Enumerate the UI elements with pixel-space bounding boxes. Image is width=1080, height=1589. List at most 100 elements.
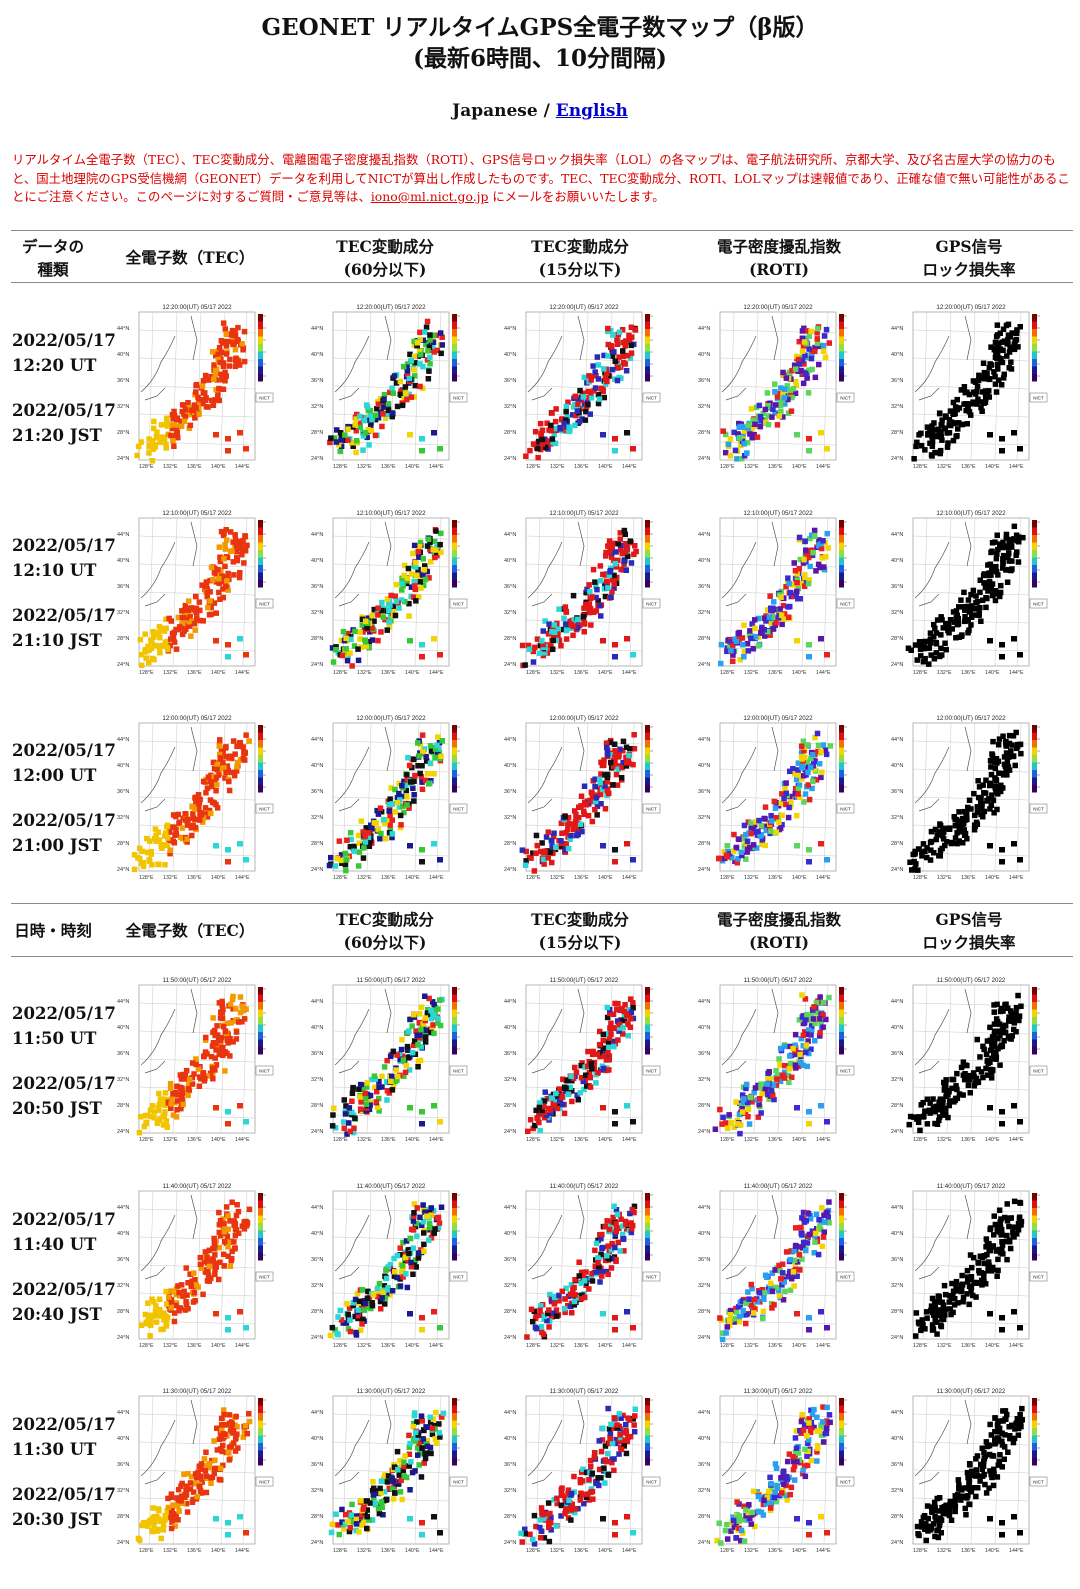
row-ut-date: 2022/05/17 xyxy=(12,1004,116,1023)
lat-label: 24°N xyxy=(891,456,903,462)
page-title-line1: GEONET リアルタイムGPS全電子数マップ（β版） xyxy=(261,14,819,41)
lon-label: 128°E xyxy=(333,464,348,470)
map-dtec60-thumbnail[interactable]: 12:10:00(UT) 05/17 2022 44°N 40°N 36°N 32°N 2… xyxy=(309,506,469,676)
lon-label: 132°E xyxy=(163,875,178,881)
lon-label: 140°E xyxy=(792,464,807,470)
map-lol-thumbnail[interactable]: 12:10:00(UT) 05/17 2022 44°N 40°N 36°N 32°N 2… xyxy=(889,506,1049,676)
lat-label: 40°N xyxy=(504,1436,516,1442)
map-lol-thumbnail[interactable]: 11:50:00(UT) 05/17 2022 44°N 40°N 36°N 32°N 2… xyxy=(889,973,1049,1143)
lon-label: 136°E xyxy=(961,1343,976,1349)
header1-col-dtec60-line2: (60分以下) xyxy=(343,260,427,279)
row-jst-date: 2022/05/17 xyxy=(12,606,116,625)
lat-label: 28°N xyxy=(891,430,903,436)
nict-logo: NICT xyxy=(453,1480,464,1485)
lat-label: 36°N xyxy=(117,584,129,590)
map-tec-thumbnail[interactable]: 12:00:00(UT) 05/17 2022 44°N 40°N 36°N 32°N 2… xyxy=(115,711,275,881)
lat-label: 24°N xyxy=(504,1540,516,1546)
lat-label: 44°N xyxy=(311,999,323,1005)
lat-label: 36°N xyxy=(891,1257,903,1263)
contact-email-link[interactable]: iono@ml.nict.go.jp xyxy=(370,189,489,204)
lon-label: 132°E xyxy=(744,1137,759,1143)
map-roti-thumbnail[interactable]: 11:40:00(UT) 05/17 2022 44°N 40°N 36°N 32°N 2… xyxy=(696,1179,856,1349)
row-ut-time: 12:20 UT xyxy=(12,356,97,375)
lat-label: 36°N xyxy=(117,1257,129,1263)
map-image: 12:00:00(UT) 05/17 2022 44°N 40°N 36°N 32°N 2… xyxy=(698,715,855,881)
header2-col-lol: GPS信号 ロック損失率 xyxy=(889,908,1049,954)
lat-label: 28°N xyxy=(891,1103,903,1109)
map-lol-thumbnail[interactable]: 12:20:00(UT) 05/17 2022 44°N 40°N 36°N 32°N 2… xyxy=(889,300,1049,470)
map-dtec15-thumbnail[interactable]: 12:20:00(UT) 05/17 2022 44°N 40°N 36°N 32°N 2… xyxy=(502,300,662,470)
row-label-3: 2022/05/17 11:50 UT 2022/05/17 20:50 JST xyxy=(12,1001,116,1121)
map-title-text: 11:50:00(UT) 05/17 2022 xyxy=(357,977,426,984)
map-roti-thumbnail[interactable]: 12:00:00(UT) 05/17 2022 44°N 40°N 36°N 32°N 2… xyxy=(696,711,856,881)
map-dtec60-thumbnail[interactable]: 11:30:00(UT) 05/17 2022 44°N 40°N 36°N 32°N 2… xyxy=(309,1384,469,1554)
lat-label: 28°N xyxy=(504,841,516,847)
lon-label: 128°E xyxy=(333,670,348,676)
map-roti-thumbnail[interactable]: 11:30:00(UT) 05/17 2022 44°N 40°N 36°N 32°N 2… xyxy=(696,1384,856,1554)
lon-label: 132°E xyxy=(163,1137,178,1143)
lat-label: 32°N xyxy=(891,610,903,616)
header2-col-dtec15-line1: TEC変動成分 xyxy=(531,910,629,929)
map-image: 12:20:00(UT) 05/17 2022 44°N 40°N 36°N 32°N 2… xyxy=(891,304,1048,470)
lat-label: 32°N xyxy=(891,815,903,821)
map-tec-thumbnail[interactable]: 11:50:00(UT) 05/17 2022 44°N 40°N 36°N 32°N 2… xyxy=(115,973,275,1143)
map-lol-thumbnail[interactable]: 11:30:00(UT) 05/17 2022 44°N 40°N 36°N 32°N 2… xyxy=(889,1384,1049,1554)
map-tec-thumbnail[interactable]: 11:40:00(UT) 05/17 2022 44°N 40°N 36°N 32°N 2… xyxy=(115,1179,275,1349)
row-jst-time: 21:10 JST xyxy=(12,631,102,650)
map-dtec15-thumbnail[interactable]: 11:30:00(UT) 05/17 2022 44°N 40°N 36°N 32°N 2… xyxy=(502,1384,662,1554)
lat-label: 28°N xyxy=(117,636,129,642)
map-image: 12:10:00(UT) 05/17 2022 44°N 40°N 36°N 32°N 2… xyxy=(311,510,468,676)
map-title-text: 12:00:00(UT) 05/17 2022 xyxy=(549,715,619,722)
nict-logo: NICT xyxy=(840,396,851,401)
lat-label: 28°N xyxy=(311,1309,323,1315)
map-dtec60-thumbnail[interactable]: 12:20:00(UT) 05/17 2022 44°N 40°N 36°N 32°N 2… xyxy=(309,300,469,470)
lat-label: 24°N xyxy=(891,1335,903,1341)
lon-label: 136°E xyxy=(574,1137,589,1143)
lon-label: 136°E xyxy=(381,1343,396,1349)
lon-label: 144°E xyxy=(429,1343,444,1349)
lat-label: 32°N xyxy=(891,1283,903,1289)
map-image: 12:20:00(UT) 05/17 2022 44°N 40°N 36°N 32°N 2… xyxy=(504,304,661,470)
map-dtec15-thumbnail[interactable]: 11:40:00(UT) 05/17 2022 44°N 40°N 36°N 32°N 2… xyxy=(502,1179,662,1349)
map-tec-thumbnail[interactable]: 12:20:00(UT) 05/17 2022 44°N 40°N 36°N 32°N 2… xyxy=(115,300,275,470)
map-image: 11:30:00(UT) 05/17 2022 44°N 40°N 36°N 32°N 2… xyxy=(117,1388,274,1554)
map-lol-thumbnail[interactable]: 12:00:00(UT) 05/17 2022 44°N 40°N 36°N 32°N 2… xyxy=(889,711,1049,881)
map-dtec60-thumbnail[interactable]: 11:50:00(UT) 05/17 2022 44°N 40°N 36°N 32°N 2… xyxy=(309,973,469,1143)
lat-label: 24°N xyxy=(504,662,516,668)
map-roti-thumbnail[interactable]: 11:50:00(UT) 05/17 2022 44°N 40°N 36°N 32°N 2… xyxy=(696,973,856,1143)
lon-label: 128°E xyxy=(333,1548,348,1554)
lat-label: 24°N xyxy=(504,1335,516,1341)
header1-col-roti: 電子密度擾乱指数 (ROTI) xyxy=(694,235,864,281)
map-dtec60-thumbnail[interactable]: 11:40:00(UT) 05/17 2022 44°N 40°N 36°N 32°N 2… xyxy=(309,1179,469,1349)
map-roti-thumbnail[interactable]: 12:20:00(UT) 05/17 2022 44°N 40°N 36°N 32°N 2… xyxy=(696,300,856,470)
lon-label: 140°E xyxy=(598,1137,613,1143)
lon-label: 128°E xyxy=(139,1343,154,1349)
lat-label: 44°N xyxy=(891,326,903,332)
lat-label: 36°N xyxy=(504,1257,516,1263)
header1-col-dtec60: TEC変動成分 (60分以下) xyxy=(305,235,465,281)
lat-label: 36°N xyxy=(311,378,323,384)
map-title-text: 11:40:00(UT) 05/17 2022 xyxy=(357,1183,426,1190)
lat-label: 40°N xyxy=(698,1025,710,1031)
map-dtec15-thumbnail[interactable]: 12:10:00(UT) 05/17 2022 44°N 40°N 36°N 32°N 2… xyxy=(502,506,662,676)
map-dtec60-thumbnail[interactable]: 12:00:00(UT) 05/17 2022 44°N 40°N 36°N 32°N 2… xyxy=(309,711,469,881)
map-lol-thumbnail[interactable]: 11:40:00(UT) 05/17 2022 44°N 40°N 36°N 32°N 2… xyxy=(889,1179,1049,1349)
nict-logo: NICT xyxy=(1033,1275,1044,1280)
map-tec-thumbnail[interactable]: 11:30:00(UT) 05/17 2022 44°N 40°N 36°N 32°N 2… xyxy=(115,1384,275,1554)
map-dtec15-thumbnail[interactable]: 11:50:00(UT) 05/17 2022 44°N 40°N 36°N 32°N 2… xyxy=(502,973,662,1143)
map-dtec15-thumbnail[interactable]: 12:00:00(UT) 05/17 2022 44°N 40°N 36°N 32°N 2… xyxy=(502,711,662,881)
lon-label: 140°E xyxy=(792,1343,807,1349)
lon-label: 132°E xyxy=(357,464,372,470)
lon-label: 140°E xyxy=(405,1137,420,1143)
lon-label: 128°E xyxy=(526,464,541,470)
lat-label: 40°N xyxy=(117,1436,129,1442)
lat-label: 28°N xyxy=(117,841,129,847)
map-roti-thumbnail[interactable]: 12:10:00(UT) 05/17 2022 44°N 40°N 36°N 32°N 2… xyxy=(696,506,856,676)
lon-label: 144°E xyxy=(1009,1137,1024,1143)
lat-label: 36°N xyxy=(698,1257,710,1263)
map-tec-thumbnail[interactable]: 12:10:00(UT) 05/17 2022 44°N 40°N 36°N 32°N 2… xyxy=(115,506,275,676)
lon-label: 140°E xyxy=(985,1343,1000,1349)
lat-label: 36°N xyxy=(311,1257,323,1263)
lang-english-link[interactable]: English xyxy=(555,101,628,121)
lon-label: 144°E xyxy=(622,875,637,881)
